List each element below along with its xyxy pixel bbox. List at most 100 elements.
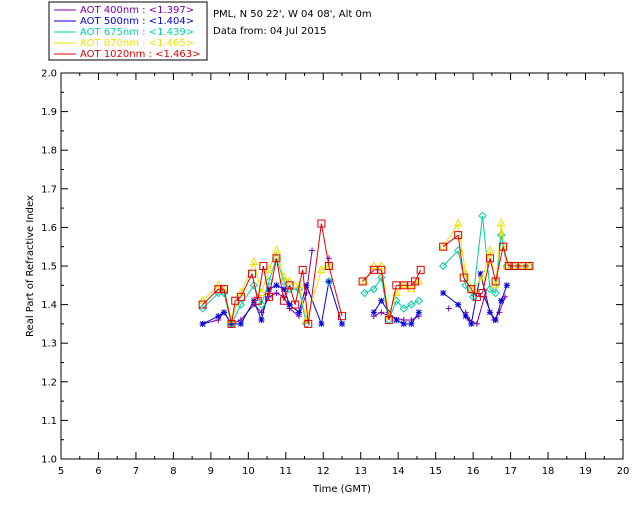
data-point	[291, 300, 300, 309]
data-point	[214, 280, 223, 289]
data-point	[455, 301, 462, 308]
data-point	[295, 309, 302, 316]
series-segment	[283, 285, 291, 301]
series	[199, 270, 510, 327]
series-segment	[202, 315, 219, 325]
legend-entry: AOT 870nm : <1.465>	[54, 38, 194, 49]
x-tick-label: 17	[504, 466, 517, 477]
series-segment	[489, 288, 496, 294]
data-point	[369, 284, 379, 294]
series-segment	[202, 319, 219, 325]
data-point	[285, 281, 294, 290]
data-point	[525, 262, 534, 270]
data-point	[338, 312, 346, 321]
data-point	[318, 320, 325, 327]
data-point	[499, 242, 508, 251]
y-tick-label: 2.0	[41, 69, 57, 80]
series-segment	[495, 300, 502, 321]
data-point	[438, 261, 448, 271]
series-segment	[257, 265, 264, 301]
series-segment	[305, 269, 322, 321]
data-point	[440, 290, 447, 297]
data-point	[220, 309, 227, 316]
legend-entry: AOT 1020nm : <1.463>	[54, 49, 200, 60]
data-point	[219, 285, 228, 294]
data-point	[257, 287, 266, 297]
data-point	[415, 309, 422, 316]
data-point	[279, 272, 289, 281]
data-point	[236, 292, 245, 301]
series-segment	[395, 300, 405, 309]
data-point	[324, 262, 333, 270]
y-tick-label: 1.5	[41, 262, 57, 273]
data-point	[280, 286, 287, 293]
series-segment	[364, 288, 375, 294]
data-point	[286, 301, 293, 308]
data-point	[324, 277, 334, 286]
y-tick-label: 1.9	[41, 107, 57, 118]
data-point	[377, 265, 386, 274]
data-point	[264, 292, 273, 301]
series-segment	[275, 258, 285, 301]
series-segment	[388, 285, 397, 321]
y-axis-label: Real Part of Refractive Index	[25, 195, 36, 337]
series-segment	[442, 250, 459, 267]
series-segment	[472, 215, 483, 297]
data-point	[399, 304, 409, 313]
legend-entry: AOT 400nm : <1.397>	[54, 5, 194, 16]
series-segment	[442, 234, 459, 248]
data-point	[298, 265, 307, 274]
x-tick-label: 20	[617, 466, 630, 477]
data-point	[259, 262, 268, 270]
data-point	[478, 272, 487, 281]
data-point	[473, 320, 480, 327]
data-point	[477, 270, 484, 277]
series-segment	[253, 300, 262, 321]
series-segment	[482, 258, 491, 294]
data-point	[272, 254, 281, 263]
data-point	[227, 319, 236, 328]
data-point	[273, 290, 280, 297]
legend: AOT 400nm : <1.397> AOT 500nm : <1.404> …	[48, 1, 208, 61]
series-segment	[240, 300, 255, 325]
data-point	[215, 313, 222, 320]
x-tick-label: 9	[208, 466, 214, 477]
legend-label: AOT 400nm : <1.397>	[80, 5, 194, 16]
series-segment	[231, 319, 242, 325]
series-segment	[234, 296, 242, 302]
legend-entry: AOT 675nm : <1.439>	[54, 27, 194, 38]
series-segment	[240, 285, 255, 305]
data-point	[400, 320, 407, 327]
data-point	[199, 320, 206, 327]
data-point	[439, 242, 448, 251]
data-point	[304, 319, 313, 328]
data-point	[416, 265, 425, 274]
data-point	[461, 268, 470, 277]
x-tick-label: 19	[579, 466, 592, 477]
x-tick-label: 11	[279, 466, 292, 477]
series-segment	[202, 292, 219, 309]
data-point	[317, 219, 326, 228]
data-point	[378, 297, 385, 304]
y-tick-label: 1.4	[41, 300, 57, 311]
data-point	[411, 277, 420, 286]
data-point	[485, 245, 495, 254]
y-tick-label: 1.6	[41, 223, 57, 234]
data-point	[237, 320, 244, 327]
y-tick-label: 1.3	[41, 339, 57, 350]
legend-entry: AOT 500nm : <1.404>	[54, 16, 194, 27]
series-segment	[457, 250, 467, 286]
data-point	[504, 262, 513, 270]
series-segment	[202, 288, 219, 305]
series-segment	[457, 235, 465, 278]
data-point	[468, 320, 475, 327]
data-point	[324, 260, 334, 269]
legend-label: AOT 500nm : <1.404>	[80, 16, 194, 27]
x-tick-label: 8	[170, 466, 176, 477]
legend-label: AOT 675nm : <1.439>	[80, 27, 194, 38]
x-tick-label: 13	[354, 466, 367, 477]
series-segment	[305, 285, 322, 325]
data-point	[497, 230, 506, 240]
data-point	[517, 260, 527, 269]
series-segment	[362, 269, 375, 282]
